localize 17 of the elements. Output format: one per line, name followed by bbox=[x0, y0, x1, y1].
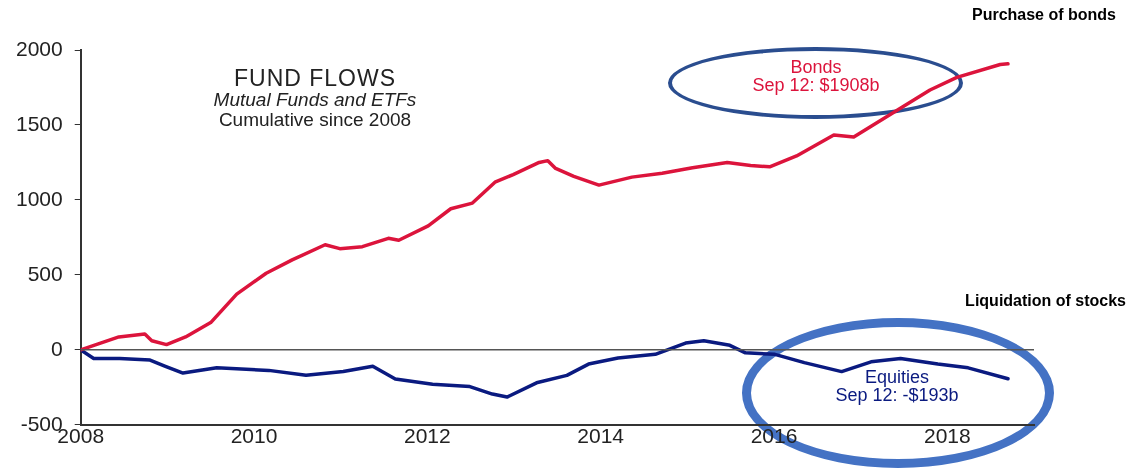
text: Mutual Funds and ETFs bbox=[212, 89, 418, 111]
annotation: Liquidation of stocks bbox=[965, 292, 1126, 310]
x-tick-label: 2014 bbox=[577, 424, 625, 448]
y-tick-label: 1000 bbox=[16, 186, 63, 210]
x-tick-label: 2012 bbox=[404, 424, 451, 448]
y-tick-label: 500 bbox=[27, 261, 63, 285]
annotation: Cumulative since 2008 bbox=[217, 109, 413, 131]
text: Bonds bbox=[789, 57, 843, 77]
annotation: Sep 12: $1908b bbox=[751, 75, 881, 95]
text: FUND FLOWS bbox=[232, 65, 398, 91]
series-label: Equities bbox=[863, 367, 930, 387]
text: Purchase of bonds bbox=[971, 6, 1116, 24]
x-tick-label: 2010 bbox=[230, 424, 278, 448]
y-tick-label: 1500 bbox=[16, 111, 63, 135]
y-tick-label: 2000 bbox=[16, 36, 63, 60]
x-tick-label: 2018 bbox=[923, 424, 971, 448]
y-tick-label: 0 bbox=[51, 336, 63, 360]
